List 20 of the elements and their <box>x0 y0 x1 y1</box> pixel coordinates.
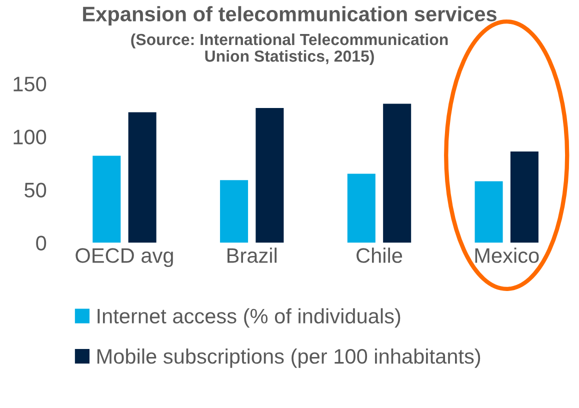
bar <box>92 156 121 243</box>
bar <box>128 112 156 243</box>
x-tick-label: Chile <box>356 248 402 263</box>
bar <box>383 104 412 243</box>
y-tick-label: 0 <box>36 236 46 251</box>
y-tick-label: 50 <box>24 182 46 198</box>
x-tick-label: Mexico <box>475 248 539 263</box>
chart-subtitle: (Source: International Telecommunication Union Statistics, 2015) <box>131 33 448 65</box>
x-tick-label: OECD avg <box>76 248 173 268</box>
bar <box>220 180 248 243</box>
bar <box>347 174 376 243</box>
chart-title: Expansion of telecommunication services <box>83 6 496 26</box>
legend-label: Mobile subscriptions (per 100 inhabitants) <box>97 348 480 368</box>
y-tick-label: 100 <box>14 130 46 144</box>
legend-label: Internet access (% of individuals) <box>98 308 400 328</box>
bar <box>510 152 538 243</box>
bar <box>474 181 503 243</box>
bar <box>256 108 284 243</box>
y-tick-label: 150 <box>14 76 46 92</box>
x-tick-label: Brazil <box>228 248 277 263</box>
